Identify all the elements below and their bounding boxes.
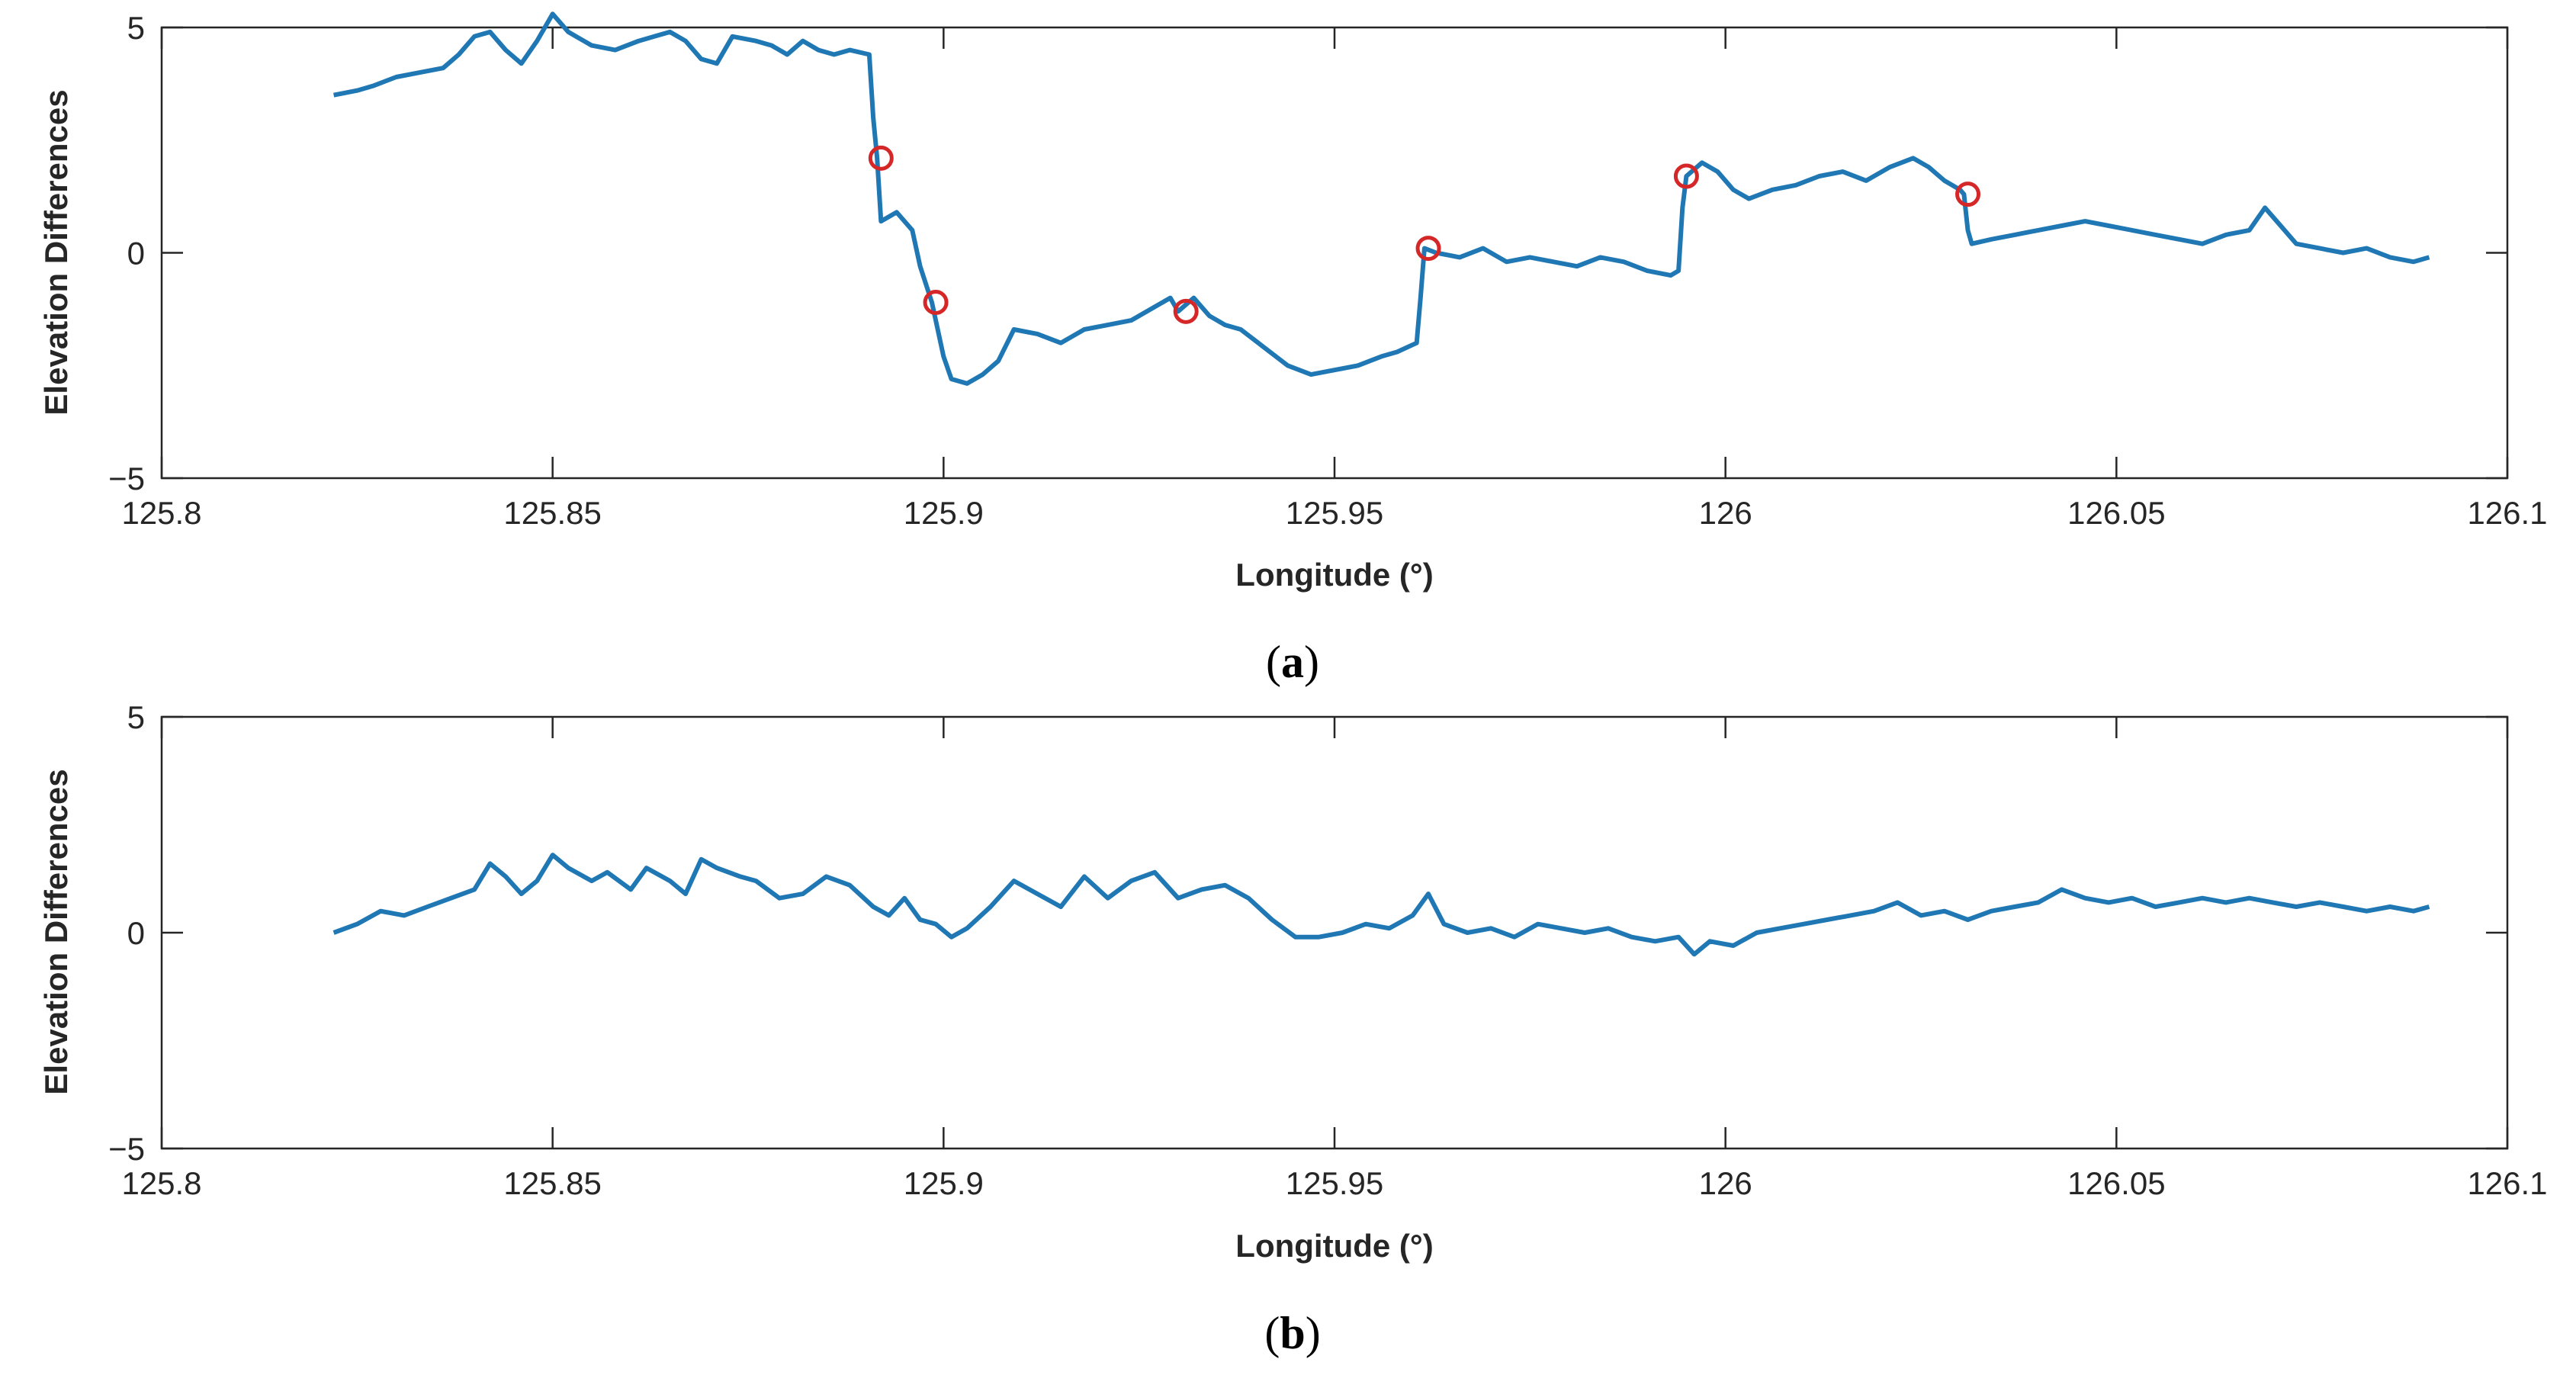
panel-a-ylabel: Elevation Differences [38, 89, 74, 415]
panel-a-x-tick-label: 126.05 [2067, 495, 2165, 531]
panel-a-label: (a) [1266, 637, 1319, 687]
panel-a-markers [868, 145, 1981, 324]
panel-a-y-tick-label: 5 [127, 10, 145, 46]
panel-b-label: (b) [1264, 1308, 1320, 1358]
panel-b-x-tick-label: 125.9 [904, 1165, 984, 1201]
panel-a-x-tick-label: 126.1 [2467, 495, 2547, 531]
panel-b-x-tick-label: 125.95 [1286, 1165, 1383, 1201]
panel-b-x-tick-label: 125.85 [503, 1165, 601, 1201]
panel-a-chart: 125.8 125.85 125.9 125.95 126 126.05 126.1 −5 0… [38, 10, 2548, 687]
panel-b-y-tick-label: 0 [127, 915, 145, 951]
panel-a-xlabel: Longitude (°) [1235, 557, 1433, 593]
panel-a-y-tick-label: −5 [108, 461, 145, 496]
panel-a-marker-point [1673, 163, 1699, 189]
panel-b-series-line [332, 853, 2430, 957]
panel-a-plot-area [160, 26, 2509, 480]
panel-a-x-tick-label: 126 [1699, 495, 1752, 531]
panel-a-x-tick-label: 125.8 [121, 495, 201, 531]
panel-a-marker-point [1955, 182, 1981, 207]
panel-b-x-ticks: 125.8 125.85 125.9 125.95 126 126.05 126.1 [121, 717, 2548, 1201]
panel-b-chart: 125.8 125.85 125.9 125.95 126 126.05 126.1 −5 0… [38, 699, 2548, 1358]
panel-a-x-ticks: 125.8 125.85 125.9 125.95 126 126.05 126.1 [121, 27, 2548, 531]
panel-a-marker-point [1173, 298, 1199, 324]
panel-a-x-tick-label: 125.95 [1286, 495, 1383, 531]
panel-b-xlabel: Longitude (°) [1235, 1228, 1433, 1264]
panel-b-y-tick-label: −5 [108, 1131, 145, 1167]
panel-b-y-ticks: −5 0 5 [108, 699, 2507, 1167]
panel-a-y-tick-label: 0 [127, 236, 145, 271]
panel-b-x-tick-label: 126.1 [2467, 1165, 2547, 1201]
panel-a-marker-point [923, 290, 949, 316]
panel-a-x-tick-label: 125.9 [904, 495, 984, 531]
panel-a-series-line [333, 11, 2430, 386]
panel-a-marker-point [1415, 236, 1441, 262]
panel-b-x-tick-label: 126.05 [2067, 1165, 2165, 1201]
panel-b-x-tick-label: 126 [1699, 1165, 1752, 1201]
panel-b-x-tick-label: 125.8 [121, 1165, 201, 1201]
panel-a-y-ticks: −5 0 5 [108, 10, 2507, 496]
panel-a-x-tick-label: 125.85 [503, 495, 601, 531]
panel-a-marker-point [868, 145, 894, 171]
panel-b-ylabel: Elevation Differences [38, 769, 74, 1094]
panel-b-y-tick-label: 5 [127, 699, 145, 735]
